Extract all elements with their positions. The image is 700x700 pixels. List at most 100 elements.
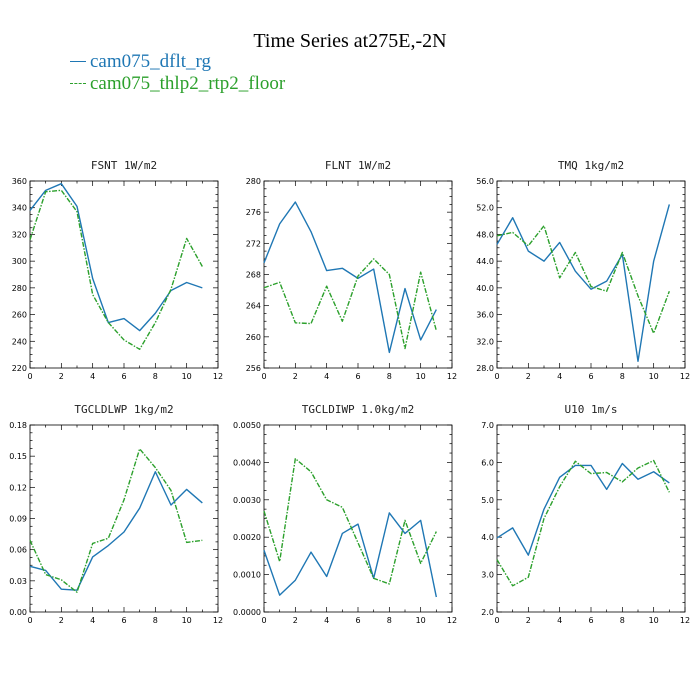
x-tick-label: 4: [324, 616, 329, 625]
y-tick-label: 40.0: [476, 284, 494, 293]
x-tick-label: 10: [182, 616, 192, 625]
y-tick-label: 0.15: [9, 452, 27, 461]
y-tick-label: 260: [246, 333, 261, 342]
panel-3: TMQ 1kg/m2 0 2 4 6 8 10 12 28.0 32.0 36.0 40.0 44.0 4…: [476, 159, 690, 381]
y-tick-label: 0.06: [9, 546, 27, 555]
series-line-1: [29, 182, 203, 332]
y-tick-label: 0.12: [9, 483, 27, 492]
y-tick-label: 4.0: [481, 533, 494, 542]
y-tick-label: 276: [246, 208, 261, 217]
series-line-2: [496, 459, 670, 587]
x-tick-label: 0: [27, 616, 32, 625]
x-tick-label: 6: [588, 372, 593, 381]
x-tick-label: 2: [526, 372, 531, 381]
y-tick-label: 3.0: [481, 571, 494, 580]
x-tick-label: 2: [293, 616, 298, 625]
x-tick-label: 0: [27, 372, 32, 381]
y-tick-label: 0.0010: [233, 571, 261, 580]
x-tick-label: 10: [416, 616, 426, 625]
y-tick-label: 0.0030: [233, 496, 261, 505]
y-tick-label: 0.09: [9, 515, 27, 524]
plot-frame: [29, 424, 219, 613]
x-tick-label: 8: [620, 372, 625, 381]
x-tick-label: 4: [557, 616, 562, 625]
legend-line-1: [70, 61, 86, 63]
y-tick-label: 280: [12, 284, 27, 293]
x-tick-label: 12: [680, 616, 690, 625]
x-tick-label: 6: [355, 616, 360, 625]
y-tick-label: 280: [246, 177, 261, 186]
plot-frame: [263, 180, 453, 369]
panel-title: TMQ 1kg/m2: [558, 159, 624, 172]
x-tick-label: 0: [261, 616, 266, 625]
legend-label-2: cam075_thlp2_rtp2_floor: [90, 73, 286, 94]
x-tick-label: 6: [588, 616, 593, 625]
panel-1: FSNT 1W/m2 0 2 4 6 8 10 12 220 240 260 280 300 320 340…: [12, 159, 223, 381]
y-tick-label: 256: [246, 364, 261, 373]
y-tick-label: 320: [12, 230, 27, 239]
x-tick-label: 8: [387, 616, 392, 625]
legend-line-2: [70, 83, 86, 85]
plot-frame: [496, 180, 686, 369]
x-tick-label: 6: [121, 616, 126, 625]
y-tick-label: 272: [246, 239, 261, 248]
y-tick-label: 7.0: [481, 421, 494, 430]
x-tick-label: 12: [447, 372, 457, 381]
plot-frame: [496, 424, 686, 613]
y-tick-label: 56.0: [476, 177, 494, 186]
x-tick-label: 4: [90, 616, 95, 625]
series-line-1: [496, 462, 670, 556]
series-line-1: [263, 512, 438, 598]
panel-4: TGCLDLWP 1kg/m2 0 2 4 6 8 10 12 0.00 0.03 0.06 0.09…: [9, 403, 223, 625]
panel-title: FSNT 1W/m2: [91, 159, 157, 172]
panel-title: TGCLDLWP 1kg/m2: [74, 403, 173, 416]
x-tick-label: 10: [649, 616, 659, 625]
legend-entry-1: cam075_dflt_rg: [70, 51, 211, 73]
panel-6: U10 1m/s 0 2 4 6 8 10 12 2.0 3.0 4.0 5.0 6.0 7.0: [481, 403, 690, 625]
y-tick-label: 28.0: [476, 364, 494, 373]
series-line-1: [263, 201, 437, 354]
series-line-1: [496, 204, 671, 363]
y-tick-label: 0.18: [9, 421, 27, 430]
x-tick-label: 12: [213, 372, 223, 381]
y-tick-label: 6.0: [481, 458, 494, 467]
x-tick-label: 2: [293, 372, 298, 381]
panel-title: U10 1m/s: [565, 403, 618, 416]
y-tick-label: 2.0: [481, 608, 494, 617]
y-tick-label: 48.0: [476, 230, 494, 239]
y-tick-label: 0.0040: [233, 458, 261, 467]
series-line-2: [263, 258, 438, 350]
x-tick-label: 6: [355, 372, 360, 381]
chart-title: Time Series at275E,-2N: [253, 30, 447, 52]
series-line-2: [29, 189, 203, 350]
x-tick-label: 4: [557, 372, 562, 381]
legend-label-1: cam075_dflt_rg: [90, 51, 212, 72]
x-tick-label: 8: [387, 372, 392, 381]
y-tick-label: 240: [12, 337, 27, 346]
x-tick-label: 10: [182, 372, 192, 381]
series-line-2: [496, 225, 670, 334]
y-tick-label: 0.0050: [233, 421, 261, 430]
x-tick-label: 8: [153, 616, 158, 625]
x-tick-label: 2: [59, 616, 64, 625]
x-tick-label: 4: [90, 372, 95, 381]
y-tick-label: 32.0: [476, 337, 494, 346]
x-tick-label: 2: [526, 616, 531, 625]
y-tick-label: 44.0: [476, 257, 494, 266]
y-tick-label: 0.03: [9, 577, 27, 586]
x-tick-label: 10: [649, 372, 659, 381]
y-tick-label: 5.0: [481, 496, 494, 505]
x-tick-label: 0: [494, 616, 499, 625]
y-tick-label: 264: [246, 302, 261, 311]
panel-5: TGCLDIWP 1.0kg/m2 0 2 4 6 8 10 12 0.0000 0.0010 0.…: [233, 403, 457, 625]
y-tick-label: 0.00: [9, 608, 27, 617]
x-tick-label: 12: [447, 616, 457, 625]
x-tick-label: 4: [324, 372, 329, 381]
y-tick-label: 260: [12, 311, 27, 320]
x-tick-label: 12: [680, 372, 690, 381]
y-tick-label: 0.0000: [233, 608, 261, 617]
y-tick-label: 340: [12, 204, 27, 213]
x-tick-label: 0: [494, 372, 499, 381]
y-tick-label: 300: [12, 257, 27, 266]
